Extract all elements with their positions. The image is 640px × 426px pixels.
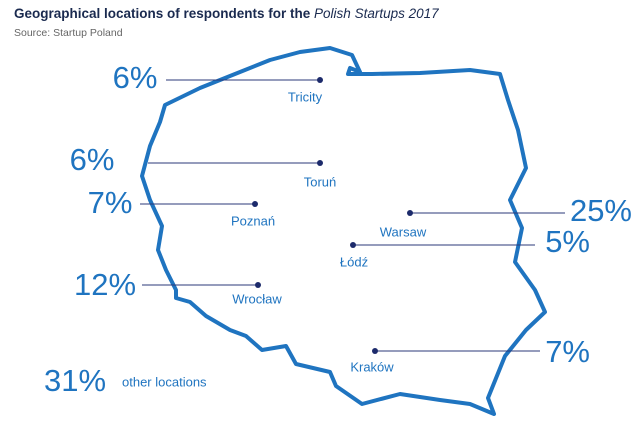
city-dot xyxy=(350,242,356,248)
percent: 6% xyxy=(70,142,115,177)
city-label: Poznań xyxy=(231,213,275,228)
percent: 6% xyxy=(113,60,158,95)
city-label: Kraków xyxy=(350,359,394,374)
city-label: Warsaw xyxy=(380,224,427,239)
other-percent: 31% xyxy=(44,363,106,398)
percent: 7% xyxy=(545,334,590,369)
city-dot xyxy=(252,201,258,207)
city-dot xyxy=(317,77,323,83)
source: Source: Startup Poland xyxy=(14,27,123,39)
title: Geographical locations of respondents fo… xyxy=(14,6,439,21)
city-label: Toruń xyxy=(304,174,337,189)
percent: 5% xyxy=(545,224,590,259)
title-main: Geographical locations of respondents fo… xyxy=(14,6,314,21)
city-dot xyxy=(255,282,261,288)
percent: 7% xyxy=(88,185,133,220)
city-dot xyxy=(317,160,323,166)
city-label: Tricity xyxy=(288,89,323,104)
city-dot xyxy=(407,210,413,216)
city-dot xyxy=(372,348,378,354)
city-label: Wrocław xyxy=(232,291,282,306)
title-italic: Polish Startups 2017 xyxy=(314,6,439,21)
percent: 12% xyxy=(74,267,136,302)
poland-outline xyxy=(140,46,547,416)
other-label: other locations xyxy=(122,374,207,389)
percent: 25% xyxy=(570,193,632,228)
city-label: Łódź xyxy=(340,254,368,269)
